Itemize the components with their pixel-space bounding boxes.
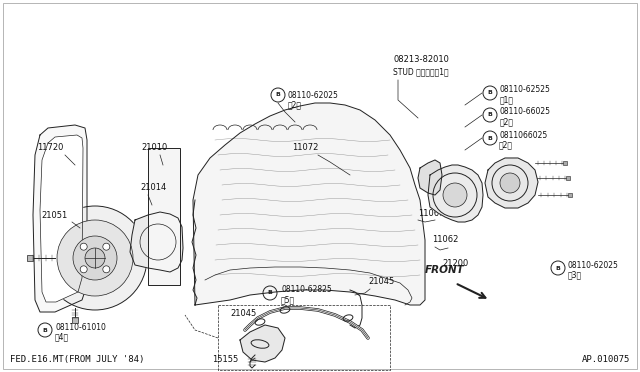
- Text: 08110-66025: 08110-66025: [500, 108, 551, 116]
- Text: 11060: 11060: [498, 173, 524, 183]
- Polygon shape: [428, 165, 483, 222]
- Polygon shape: [33, 125, 87, 312]
- Text: B: B: [488, 135, 492, 141]
- Circle shape: [85, 248, 105, 268]
- Text: B: B: [276, 93, 280, 97]
- Text: 0811066025: 0811066025: [499, 131, 547, 140]
- Polygon shape: [40, 135, 83, 302]
- Text: 08110-62025: 08110-62025: [288, 90, 339, 99]
- Text: B: B: [268, 291, 273, 295]
- Text: 21045: 21045: [368, 278, 394, 286]
- Text: 21045: 21045: [230, 308, 256, 317]
- Circle shape: [43, 206, 147, 310]
- Text: AP.010075: AP.010075: [582, 355, 630, 364]
- Text: B: B: [556, 266, 561, 270]
- Circle shape: [80, 243, 87, 250]
- Text: （2）: （2）: [499, 141, 513, 150]
- Text: 08110-61010: 08110-61010: [55, 323, 106, 331]
- Circle shape: [57, 220, 133, 296]
- Text: B: B: [488, 112, 492, 118]
- Text: （3）: （3）: [568, 270, 582, 279]
- Polygon shape: [240, 325, 285, 362]
- Circle shape: [443, 183, 467, 207]
- Text: （5）: （5）: [281, 295, 295, 305]
- Text: 21045Q: 21045Q: [252, 336, 284, 344]
- Text: 11061: 11061: [418, 208, 444, 218]
- Polygon shape: [418, 160, 442, 195]
- Text: STUD スタッド（1）: STUD スタッド（1）: [393, 67, 449, 77]
- Text: 11072: 11072: [292, 144, 318, 153]
- Circle shape: [103, 266, 110, 273]
- Text: B: B: [43, 327, 47, 333]
- Text: （2）: （2）: [288, 100, 302, 109]
- Polygon shape: [193, 103, 425, 305]
- Text: （2）: （2）: [500, 118, 514, 126]
- Text: 21014: 21014: [140, 183, 166, 192]
- Text: 08110-62825: 08110-62825: [281, 285, 332, 295]
- Text: 21010: 21010: [142, 144, 168, 153]
- Text: 08213-82010: 08213-82010: [393, 55, 449, 64]
- Text: FRONT: FRONT: [425, 265, 465, 275]
- Text: 21200: 21200: [442, 260, 468, 269]
- Text: 15155: 15155: [212, 356, 238, 365]
- Text: B: B: [488, 90, 492, 96]
- Circle shape: [80, 266, 87, 273]
- Text: 11062: 11062: [432, 235, 458, 244]
- Circle shape: [500, 173, 520, 193]
- Text: 11720: 11720: [37, 144, 63, 153]
- Polygon shape: [130, 212, 183, 272]
- Polygon shape: [485, 158, 538, 208]
- Circle shape: [103, 243, 110, 250]
- Text: 08110-62025: 08110-62025: [568, 260, 619, 269]
- Text: 21051: 21051: [42, 211, 68, 219]
- Text: FED.E16.MT(FROM JULY '84): FED.E16.MT(FROM JULY '84): [10, 355, 145, 364]
- Circle shape: [73, 236, 117, 280]
- Text: 08110-62525: 08110-62525: [500, 86, 551, 94]
- Bar: [148, 148, 180, 285]
- Text: （4）: （4）: [55, 333, 69, 341]
- Text: （1）: （1）: [500, 96, 514, 105]
